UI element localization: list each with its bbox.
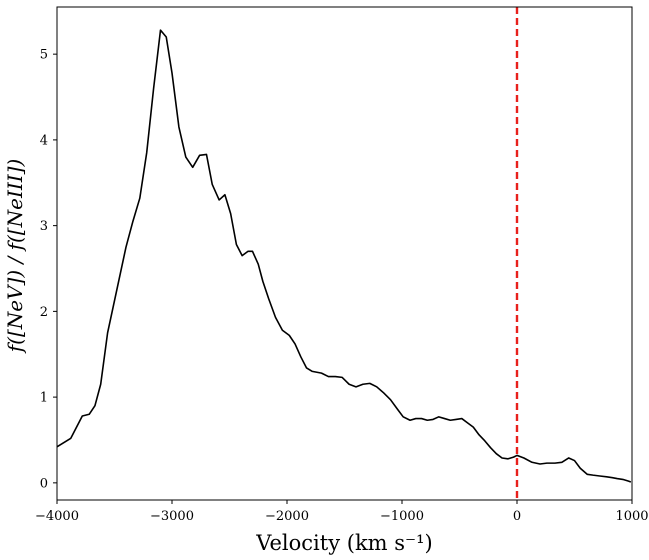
y-tick-label: 4: [40, 133, 48, 148]
plot-frame: [57, 7, 632, 500]
plot-content: [57, 7, 631, 500]
y-axis-ticks: 0 1 2 3 4 5: [40, 48, 57, 492]
y-tick-label: 0: [40, 476, 48, 491]
series-line-0: [57, 30, 631, 482]
x-tick-label: 1000: [615, 509, 648, 524]
x-axis-ticks: −4000 −3000 −2000 −1000 0 1000: [35, 500, 649, 524]
x-tick-label: 0: [513, 509, 521, 524]
x-tick-label: −3000: [150, 509, 194, 524]
y-axis-label: f([NeV]) / f([NeIII]): [3, 159, 27, 355]
x-tick-label: −2000: [265, 509, 309, 524]
x-axis-label: Velocity (km s⁻¹): [255, 531, 432, 555]
y-tick-label: 3: [40, 219, 48, 234]
y-tick-label: 5: [40, 48, 48, 63]
y-tick-label: 2: [40, 305, 48, 320]
x-tick-label: −4000: [35, 509, 79, 524]
y-tick-label: 1: [40, 391, 48, 406]
x-tick-label: −1000: [380, 509, 424, 524]
